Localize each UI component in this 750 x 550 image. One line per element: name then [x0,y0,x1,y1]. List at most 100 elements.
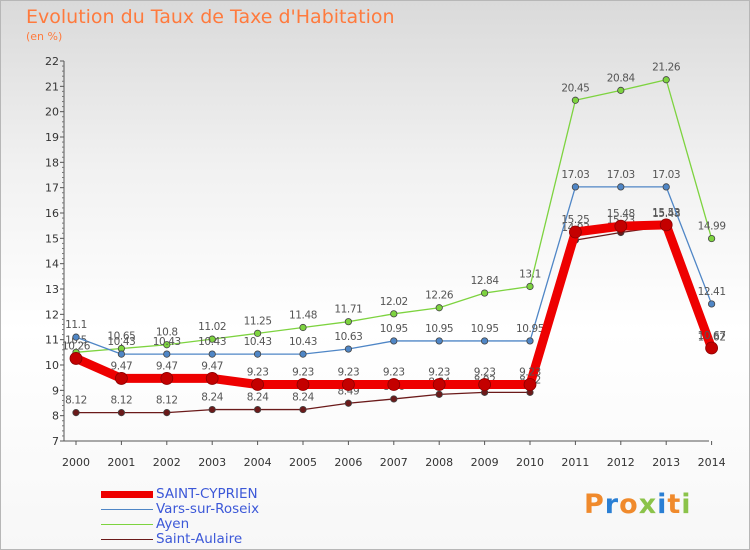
data-label-vars-sur-roseix: 11.1 [65,319,87,331]
data-point-ayen [571,96,580,104]
data-point-vars-sur-roseix [163,350,171,358]
data-label-ayen: 12.26 [425,290,454,302]
data-point-ayen [208,335,216,343]
data-label-saint-cyprien: 9.23 [519,367,541,379]
data-label-saint-cyprien: 9.23 [383,367,405,379]
x-tick-label: 2007 [380,456,408,469]
data-label-vars-sur-roseix: 10.43 [153,336,181,348]
data-point-vars-sur-roseix [299,350,307,358]
data-label-saint-cyprien: 9.23 [247,367,269,379]
x-tick-label: 2013 [652,456,680,469]
data-point-saint-cyprien [115,372,128,385]
y-tick-label: 7 [52,435,59,448]
x-tick-label: 2003 [198,456,226,469]
y-tick-label: 22 [45,55,59,68]
legend-label: Vars-sur-Roseix [156,501,260,517]
data-label-saint-cyprien: 9.47 [201,360,223,372]
data-point-saint-cyprien [569,225,582,239]
legend-swatch [101,491,153,498]
data-label-ayen: 11.71 [334,304,362,316]
data-point-ayen [163,341,171,349]
data-point-ayen [526,282,534,291]
data-label-vars-sur-roseix: 10.43 [244,336,272,348]
data-point-ayen [344,318,352,326]
data-label-ayen: 10.65 [107,331,135,343]
data-point-ayen [480,289,489,297]
data-label-vars-sur-roseix: 12.41 [698,286,726,298]
data-point-saint-cyprien [205,372,219,385]
data-point-saint-cyprien [659,218,673,232]
data-label-vars-sur-roseix: 17.03 [561,169,589,181]
data-point-saint-aulaire [299,405,307,414]
y-tick-label: 13 [45,283,59,296]
logo-letter: r [604,489,620,520]
data-label-ayen: 21.26 [652,62,681,74]
data-point-saint-cyprien [341,378,355,391]
y-tick-label: 15 [45,232,59,245]
y-tick-label: 19 [45,131,59,144]
data-point-saint-cyprien [387,378,401,391]
logo-letter: x [638,489,658,520]
data-point-saint-cyprien [523,378,537,391]
data-point-vars-sur-roseix [526,337,534,345]
y-tick-label: 17 [45,182,59,195]
data-label-saint-aulaire: 8.24 [201,392,223,404]
data-point-saint-cyprien [251,378,265,391]
data-label-saint-cyprien: 9.47 [156,360,178,372]
x-tick-label: 2002 [153,456,181,469]
x-tick-label: 2008 [425,456,453,469]
data-point-vars-sur-roseix [435,337,443,345]
data-label-vars-sur-roseix: 10.95 [471,323,499,335]
data-point-saint-cyprien [478,378,492,391]
data-label-saint-cyprien: 10.26 [62,340,91,352]
data-point-saint-aulaire [163,409,171,417]
chart-title: Evolution du Taux de Taxe d'Habitation [26,6,395,28]
data-label-saint-aulaire: 8.24 [292,392,314,404]
data-point-vars-sur-roseix [390,337,398,345]
data-point-saint-cyprien [160,372,174,385]
unit-label: (en %) [26,30,63,43]
y-tick-label: 11 [45,334,59,347]
data-label-vars-sur-roseix: 10.43 [198,336,226,348]
data-label-ayen: 12.02 [380,296,408,308]
x-tick-label: 2009 [471,456,499,469]
data-point-vars-sur-roseix [480,337,489,345]
proxiti-logo[interactable]: Proxiti [584,489,692,520]
data-label-ayen: 11.02 [198,321,226,333]
data-label-vars-sur-roseix: 10.95 [380,323,408,335]
logo-letter: P [584,489,605,520]
data-point-saint-aulaire [117,409,126,417]
data-label-ayen: 20.45 [561,82,589,94]
data-point-ayen [299,323,307,332]
data-point-saint-cyprien [69,352,83,365]
data-label-saint-aulaire: 15.48 [652,208,680,220]
data-label-saint-cyprien: 9.23 [338,367,360,379]
data-point-saint-cyprien [614,219,628,233]
x-tick-label: 2001 [107,456,135,469]
y-tick-label: 9 [52,384,59,397]
data-point-vars-sur-roseix [208,350,216,358]
data-point-vars-sur-roseix [117,350,126,358]
y-tick-label: 16 [45,207,59,220]
data-label-ayen: 13.1 [519,268,541,280]
data-label-saint-cyprien: 9.23 [474,367,496,379]
data-label-saint-aulaire: 8.12 [156,395,178,407]
y-tick-label: 20 [45,106,59,119]
data-label-saint-cyprien: 9.47 [111,360,133,372]
legend-swatch [101,539,153,540]
data-label-vars-sur-roseix: 10.63 [334,331,362,343]
data-label-vars-sur-roseix: 17.03 [607,169,635,181]
logo-letter: i [657,489,668,520]
data-point-saint-cyprien [705,341,718,355]
x-tick-label: 2000 [62,456,90,469]
data-label-saint-cyprien: 15.48 [607,208,635,220]
data-label-vars-sur-roseix: 10.95 [425,323,453,335]
data-label-saint-cyprien: 10.67 [698,330,726,342]
data-point-saint-aulaire [254,405,262,414]
data-point-vars-sur-roseix [617,183,625,191]
data-point-saint-cyprien [296,378,310,391]
data-label-saint-cyprien: 9.23 [292,367,314,379]
legend-label: SAINT-CYPRIEN [156,486,258,502]
